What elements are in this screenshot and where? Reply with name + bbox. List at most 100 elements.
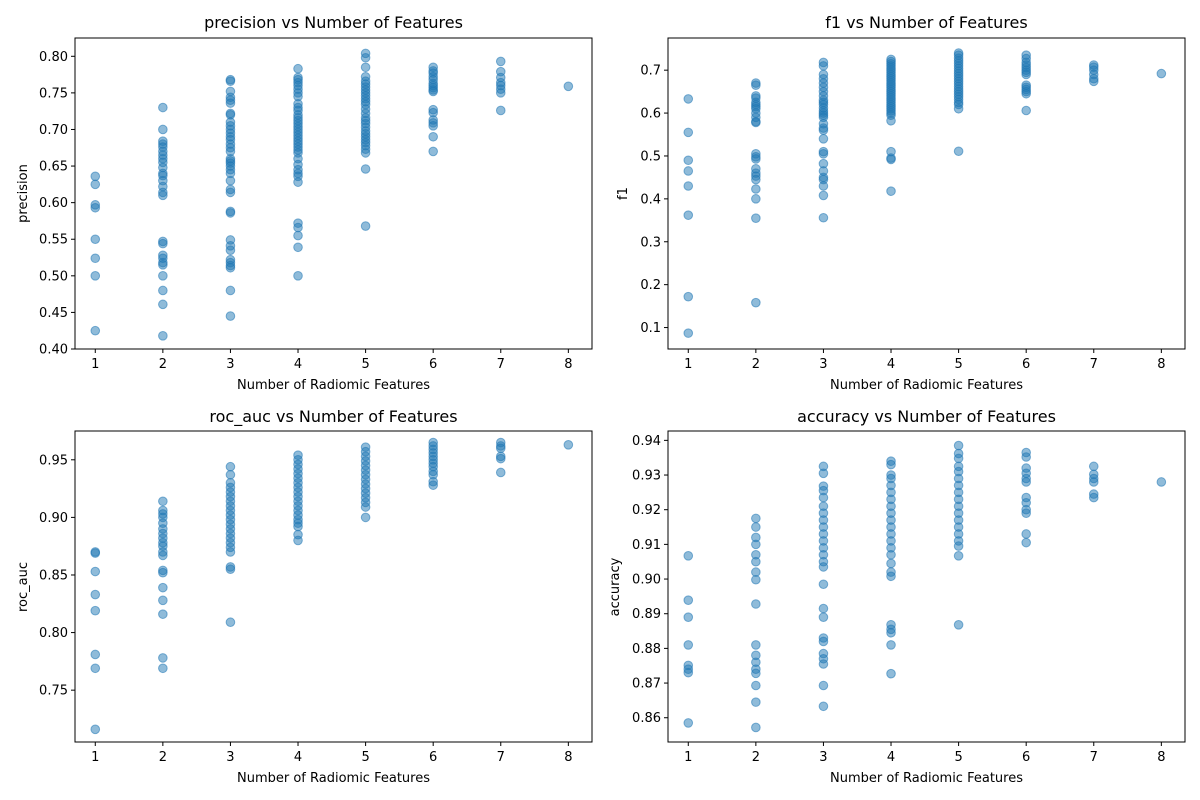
y-tick-label: 0.40 [39,343,68,358]
data-point [158,124,168,135]
axes-frame [74,430,593,743]
data-point [751,640,761,650]
data-point [1021,69,1031,80]
data-point [751,184,761,194]
data-point [953,551,964,561]
y-tick-label: 0.90 [39,511,68,526]
data-point [818,680,829,691]
data-point [90,179,101,190]
axes-frame [667,37,1186,350]
data-point [495,443,506,454]
y-axis-label: f1 [616,187,631,200]
x-tick-label: 1 [91,357,99,372]
y-tick-label: 0.87 [632,677,661,692]
x-ticks: 1 2 3 4 5 6 7 8 [91,742,572,765]
data-point [428,480,438,490]
data-point [751,522,761,532]
data-point [953,103,964,114]
data-point [751,154,761,164]
data-point [495,105,506,116]
data-point [953,453,964,464]
data-point [683,328,694,338]
data-point [818,181,829,191]
y-ticks: 0.86 0.87 0.88 0.89 0.90 0.91 0.92 0.93 0.94 [632,434,668,726]
data-point [428,146,438,157]
data-point [683,291,694,302]
x-tick-label: 8 [1157,750,1165,765]
data-point [1156,477,1167,487]
data-point [751,680,761,691]
data-point [751,297,761,308]
data-point [751,556,761,567]
x-tick-label: 7 [1090,357,1098,372]
data-point [225,547,236,557]
y-tick-label: 0.45 [39,306,68,321]
x-axis-label: Number of Radiomic Features [237,378,430,393]
x-tick-label: 7 [1090,750,1098,765]
data-point [886,115,896,126]
data-point [886,571,896,582]
y-tick-label: 0.93 [632,469,661,484]
data-point [90,202,101,213]
x-tick-label: 2 [752,357,760,372]
data-point [225,187,236,198]
data-point [818,212,829,223]
x-tick-label: 4 [887,750,895,765]
y-tick-label: 0.60 [39,196,68,211]
data-point [1021,537,1031,548]
data-point [158,653,168,663]
data-point [293,535,303,546]
data-point [818,149,829,159]
y-tick-label: 0.94 [632,434,661,449]
y-tick-label: 0.91 [632,538,661,553]
data-point [1088,492,1099,503]
data-point [1156,68,1167,79]
data-point [886,668,896,679]
data-point [293,271,303,281]
data-point [360,52,371,63]
data-point [495,453,506,464]
x-tick-label: 8 [1157,357,1165,372]
data-point [953,541,964,551]
data-point [683,551,694,561]
data-point [886,154,896,165]
y-ticks: 0.40 0.45 0.50 0.55 0.60 0.65 0.70 0.75 0.80 [39,50,75,358]
subplot-accuracy: accuracy vs Number of Features Number of… [608,407,1186,786]
x-tick-label: 6 [1022,750,1030,765]
data-point [293,177,303,187]
data-point [1088,76,1099,87]
data-point [818,134,829,144]
data-point [751,668,761,679]
y-tick-label: 0.7 [640,64,661,79]
x-ticks: 1 2 3 4 5 6 7 8 [684,349,1165,372]
data-point [158,238,168,249]
x-tick-label: 7 [497,357,505,372]
data-point [683,718,694,728]
y-tick-label: 0.70 [39,123,68,138]
x-tick-label: 2 [159,750,167,765]
data-point [90,663,101,674]
subplot-f1: f1 vs Number of Features Number of Radio… [616,13,1186,393]
data-point [225,98,236,108]
axes-frame [74,37,593,350]
x-tick-label: 5 [954,750,962,765]
data-point [1021,529,1031,539]
data-point [158,271,168,281]
data-point [953,146,964,157]
data-point [293,222,303,233]
data-point [360,164,371,174]
data-point [818,636,829,647]
data-point [683,127,694,138]
data-point [158,550,168,561]
y-tick-label: 0.80 [39,626,68,641]
data-point [818,468,829,479]
data-point [293,230,303,241]
x-tick-label: 4 [294,357,302,372]
data-point [360,512,371,523]
data-point [90,234,101,245]
data-point [683,94,694,104]
data-point [158,285,168,296]
data-point [1088,477,1099,487]
data-point [751,539,761,550]
